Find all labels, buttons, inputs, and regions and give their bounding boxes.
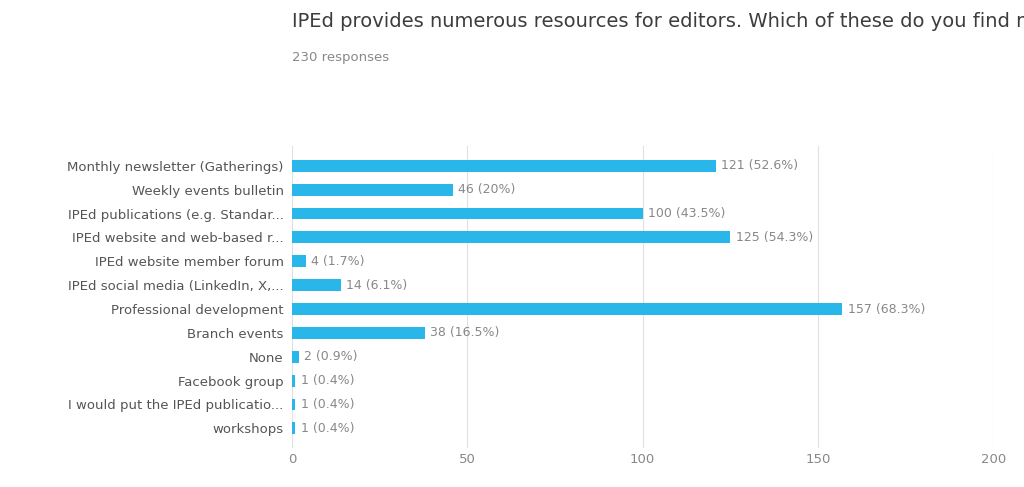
Text: 38 (16.5%): 38 (16.5%) [430,326,500,339]
Text: 125 (54.3%): 125 (54.3%) [735,231,813,244]
Bar [292,255,306,267]
Text: 230 responses: 230 responses [292,51,389,64]
Text: 46 (20%): 46 (20%) [459,183,516,196]
Bar [292,207,643,220]
Text: 1 (0.4%): 1 (0.4%) [301,374,354,387]
Bar [292,279,341,291]
Text: 157 (68.3%): 157 (68.3%) [848,302,925,316]
Text: 121 (52.6%): 121 (52.6%) [722,159,799,172]
Bar [292,398,295,411]
Bar [292,375,295,387]
Text: 4 (1.7%): 4 (1.7%) [311,255,365,268]
Bar [292,184,454,196]
Text: 14 (6.1%): 14 (6.1%) [346,279,408,292]
Bar [292,303,843,315]
Text: IPEd provides numerous resources for editors. Which of these do you find most us: IPEd provides numerous resources for edi… [292,12,1024,31]
Bar [292,160,716,172]
Text: 100 (43.5%): 100 (43.5%) [648,207,725,220]
Bar [292,422,295,434]
Text: 2 (0.9%): 2 (0.9%) [304,350,357,363]
Text: 1 (0.4%): 1 (0.4%) [301,422,354,435]
Bar [292,351,299,363]
Text: 1 (0.4%): 1 (0.4%) [301,398,354,411]
Bar [292,327,425,339]
Bar [292,231,730,244]
